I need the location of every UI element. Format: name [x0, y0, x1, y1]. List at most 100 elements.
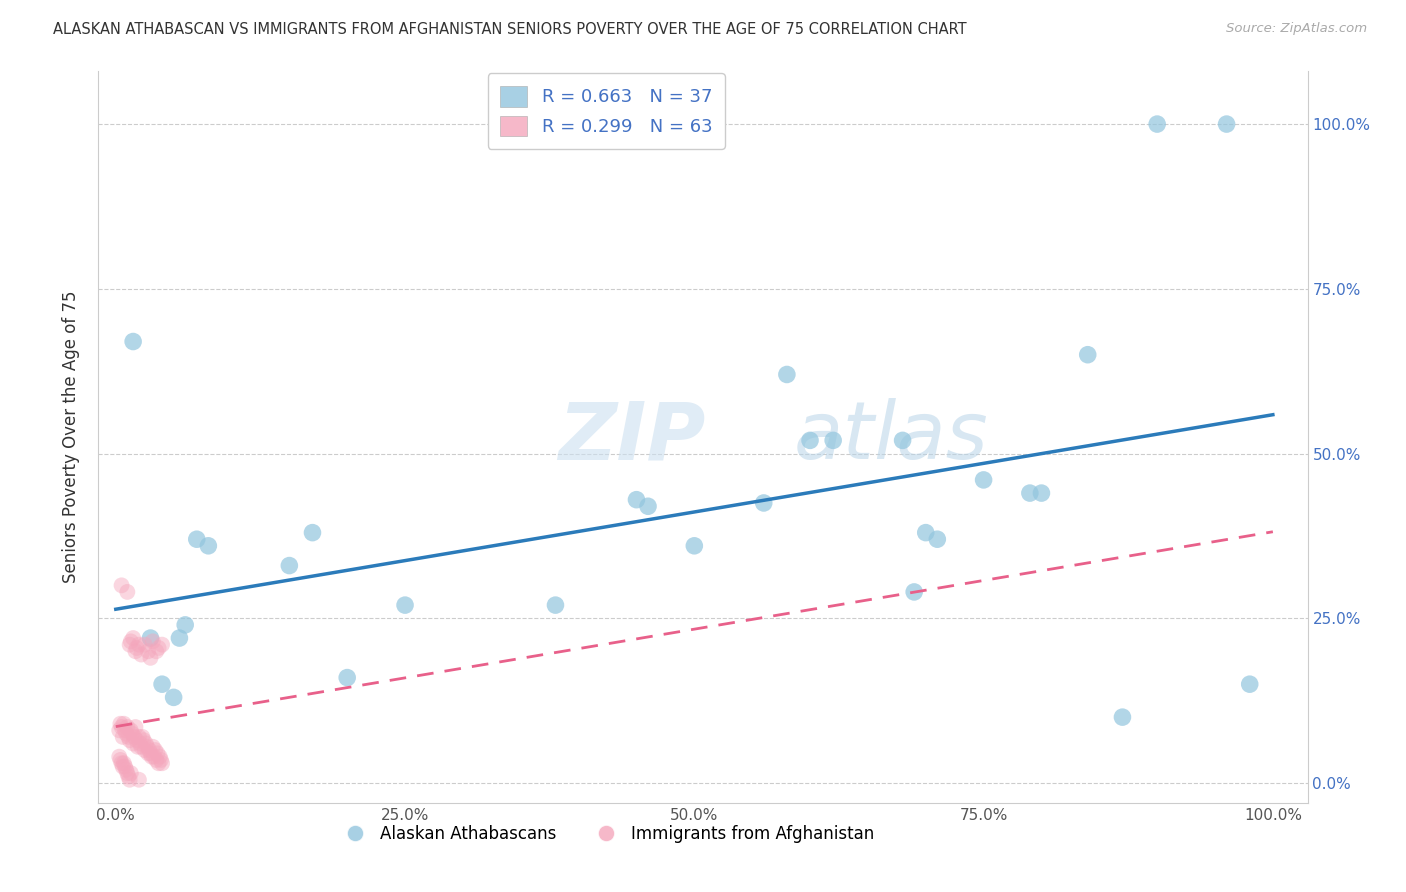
- Point: [120, 766, 142, 780]
- Point: [162, 690, 184, 705]
- Point: [139, 631, 162, 645]
- Point: [128, 638, 150, 652]
- Point: [544, 598, 567, 612]
- Point: [110, 716, 132, 731]
- Point: [114, 723, 136, 738]
- Point: [394, 598, 416, 612]
- Point: [799, 434, 821, 448]
- Point: [129, 737, 152, 751]
- Point: [142, 634, 165, 648]
- Point: [301, 525, 323, 540]
- Point: [141, 749, 163, 764]
- Point: [117, 769, 139, 783]
- Point: [139, 747, 162, 761]
- Point: [149, 749, 172, 764]
- Point: [117, 720, 139, 734]
- Point: [174, 618, 197, 632]
- Point: [169, 631, 191, 645]
- Point: [120, 723, 142, 738]
- Point: [134, 638, 156, 652]
- Point: [145, 644, 167, 658]
- Point: [752, 496, 775, 510]
- Point: [111, 730, 134, 744]
- Point: [136, 644, 159, 658]
- Point: [110, 720, 132, 734]
- Text: Source: ZipAtlas.com: Source: ZipAtlas.com: [1226, 22, 1367, 36]
- Point: [128, 730, 150, 744]
- Point: [150, 677, 173, 691]
- Point: [132, 733, 155, 747]
- Point: [122, 631, 145, 645]
- Point: [115, 726, 138, 740]
- Point: [136, 739, 159, 754]
- Point: [111, 759, 134, 773]
- Point: [127, 739, 149, 754]
- Point: [626, 492, 648, 507]
- Point: [927, 533, 949, 547]
- Text: ZIP: ZIP: [558, 398, 706, 476]
- Point: [776, 368, 799, 382]
- Point: [197, 539, 219, 553]
- Point: [973, 473, 995, 487]
- Point: [891, 434, 914, 448]
- Point: [1018, 486, 1040, 500]
- Point: [125, 733, 148, 747]
- Point: [129, 648, 152, 662]
- Point: [1146, 117, 1168, 131]
- Y-axis label: Seniors Poverty Over the Age of 75: Seniors Poverty Over the Age of 75: [62, 291, 80, 583]
- Point: [1111, 710, 1133, 724]
- Point: [903, 585, 925, 599]
- Point: [122, 334, 145, 349]
- Point: [128, 772, 150, 787]
- Point: [110, 756, 132, 771]
- Point: [134, 743, 156, 757]
- Point: [124, 644, 146, 658]
- Point: [108, 749, 131, 764]
- Point: [125, 640, 148, 655]
- Point: [148, 756, 170, 771]
- Point: [683, 539, 706, 553]
- Point: [150, 638, 173, 652]
- Point: [1215, 117, 1237, 131]
- Point: [115, 763, 138, 777]
- Point: [129, 739, 152, 754]
- Point: [124, 730, 146, 744]
- Point: [114, 759, 136, 773]
- Point: [150, 756, 173, 771]
- Point: [136, 747, 159, 761]
- Point: [146, 747, 169, 761]
- Point: [110, 578, 132, 592]
- Point: [118, 638, 141, 652]
- Point: [120, 634, 142, 648]
- Point: [142, 739, 165, 754]
- Point: [143, 749, 166, 764]
- Point: [117, 766, 139, 780]
- Point: [117, 730, 139, 744]
- Point: [637, 500, 659, 514]
- Point: [139, 650, 162, 665]
- Point: [148, 640, 170, 655]
- Point: [117, 585, 139, 599]
- Point: [135, 737, 157, 751]
- Point: [1239, 677, 1261, 691]
- Point: [914, 525, 936, 540]
- Point: [823, 434, 845, 448]
- Point: [138, 743, 160, 757]
- Point: [336, 671, 359, 685]
- Point: [143, 743, 166, 757]
- Point: [112, 716, 135, 731]
- Point: [121, 726, 143, 740]
- Point: [149, 753, 172, 767]
- Point: [110, 753, 132, 767]
- Point: [118, 772, 141, 787]
- Point: [131, 730, 153, 744]
- Text: ALASKAN ATHABASCAN VS IMMIGRANTS FROM AFGHANISTAN SENIORS POVERTY OVER THE AGE O: ALASKAN ATHABASCAN VS IMMIGRANTS FROM AF…: [53, 22, 967, 37]
- Point: [108, 723, 131, 738]
- Point: [112, 756, 135, 771]
- Point: [145, 753, 167, 767]
- Legend: Alaskan Athabascans, Immigrants from Afghanistan: Alaskan Athabascans, Immigrants from Afg…: [332, 818, 882, 849]
- Point: [1077, 348, 1099, 362]
- Point: [118, 733, 141, 747]
- Point: [278, 558, 301, 573]
- Point: [122, 737, 145, 751]
